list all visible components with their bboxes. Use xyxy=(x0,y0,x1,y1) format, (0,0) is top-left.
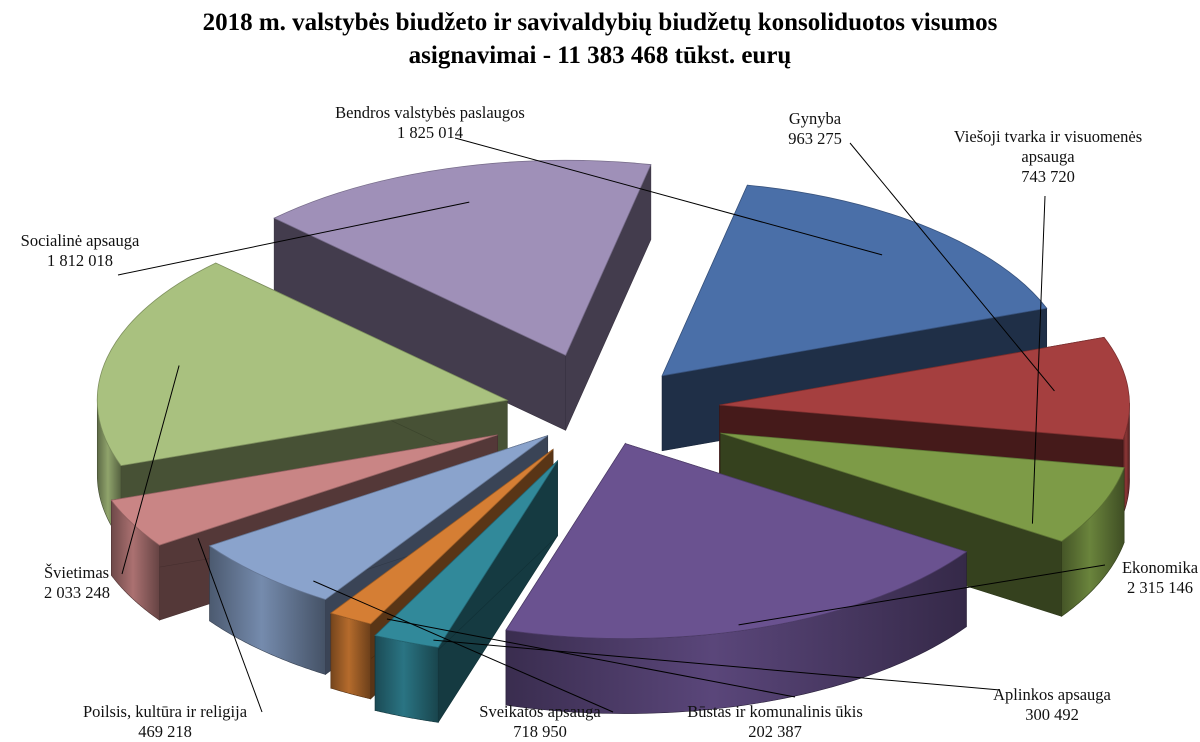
leader-line xyxy=(313,580,614,713)
leader-line xyxy=(433,639,1001,691)
slice-name: Aplinkos apsauga xyxy=(993,685,1111,704)
leader-line xyxy=(117,201,470,276)
pie-slice-top xyxy=(719,336,1130,440)
chart-title-line-2: asignavimai - 11 383 468 tūkst. eurų xyxy=(408,42,792,69)
slice-value: 718 950 xyxy=(513,722,567,741)
slice-name: Socialinė apsauga xyxy=(21,231,140,250)
pie-slice-top xyxy=(661,184,1048,377)
pie-slice xyxy=(505,442,968,714)
slice-value: 2 033 248 xyxy=(44,583,110,602)
leader-line xyxy=(454,137,883,256)
slice-name: Poilsis, kultūra ir religija xyxy=(83,702,248,721)
pie-slice-top xyxy=(505,443,968,639)
leader-line xyxy=(197,538,263,713)
pie-slice-top xyxy=(720,432,1125,542)
pie-slice-top xyxy=(374,460,558,648)
leader-line xyxy=(738,564,1106,626)
slice-name: Būstas ir komunalinis ūkis xyxy=(687,702,863,721)
slice-value: 1 825 014 xyxy=(397,123,463,142)
pie-slice-outer-wall xyxy=(330,612,371,700)
slice-name: Viešoji tvarka ir visuomenės xyxy=(954,127,1142,146)
pie-slice xyxy=(273,159,652,431)
slice-value: 300 492 xyxy=(1025,705,1079,724)
slice-name: apsauga xyxy=(1021,147,1075,166)
slice-value: 743 720 xyxy=(1021,167,1075,186)
leader-line xyxy=(1031,195,1046,524)
slice-value: 2 315 146 xyxy=(1127,578,1193,597)
slice-name: Sveikatos apsauga xyxy=(479,702,601,721)
pie-slice-top xyxy=(208,435,548,600)
pie-slice-top xyxy=(110,434,498,546)
pie-slice xyxy=(374,459,558,724)
pie-slice-outer-wall xyxy=(374,635,439,723)
pie-slice-top xyxy=(329,448,554,625)
slice-name: Bendros valstybės paslaugos xyxy=(335,103,525,122)
slice-name: Gynyba xyxy=(789,109,842,128)
slice-value: 202 387 xyxy=(748,722,802,741)
pie-slice-top xyxy=(273,159,652,356)
chart-title-line-1: 2018 m. valstybės biudžeto ir savivaldyb… xyxy=(202,9,998,36)
slice-value: 1 812 018 xyxy=(47,251,113,270)
slice-name: Ekonomika xyxy=(1122,558,1199,577)
leader-line xyxy=(121,365,180,575)
pie-slice-top xyxy=(96,262,509,467)
slice-value: 963 275 xyxy=(788,129,842,148)
pie-slice xyxy=(96,262,509,542)
slice-value: 469 218 xyxy=(138,722,192,741)
leader-line xyxy=(849,142,1055,392)
chart-title: 2018 m. valstybės biudžeto ir savivaldyb… xyxy=(0,6,1200,72)
leader-line xyxy=(386,618,796,698)
slice-name: Švietimas xyxy=(44,563,109,582)
